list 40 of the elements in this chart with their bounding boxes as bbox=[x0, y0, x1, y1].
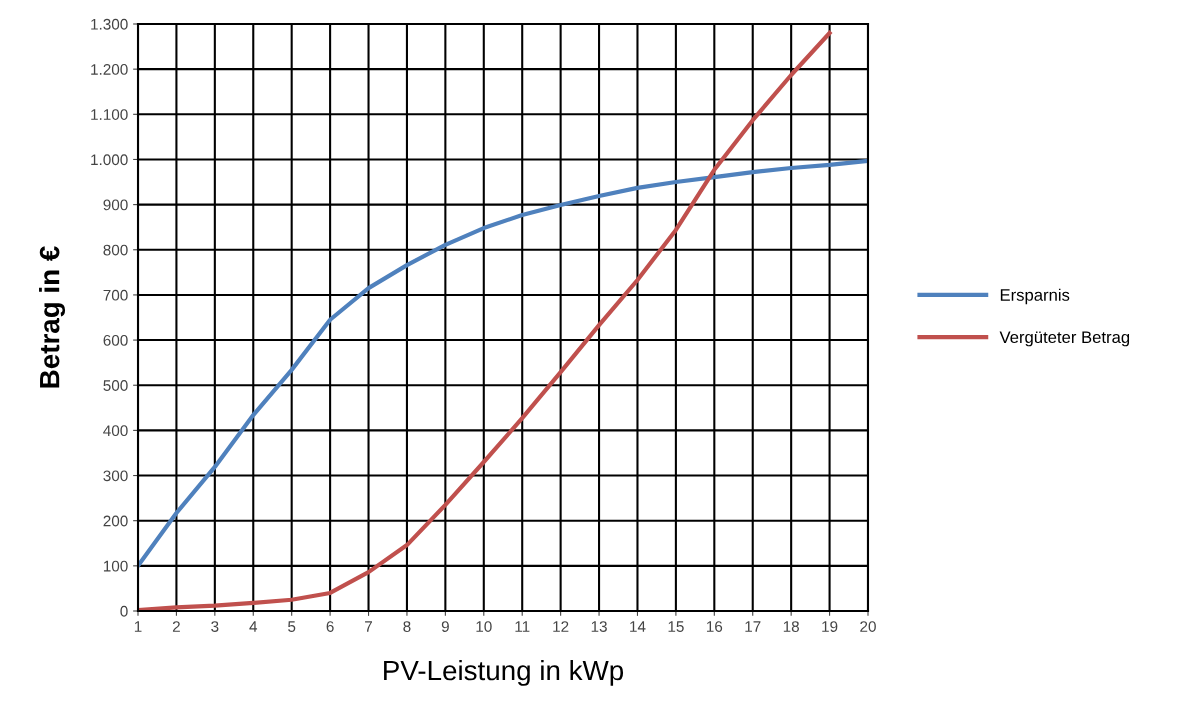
x-tick-label: 9 bbox=[441, 621, 449, 632]
x-tick-label: 19 bbox=[822, 621, 838, 632]
x-tick-label: 14 bbox=[630, 621, 646, 632]
y-tick-label: 300 bbox=[103, 470, 128, 482]
y-tick-label: 500 bbox=[103, 380, 128, 391]
x-tick-label: 1 bbox=[134, 621, 142, 632]
y-tick-label: 200 bbox=[103, 515, 128, 527]
x-tick-label: 15 bbox=[668, 621, 684, 632]
legend-label: Vergüteter Betrag bbox=[999, 331, 1130, 347]
x-tick-label: 12 bbox=[553, 621, 569, 632]
y-tick-label: 100 bbox=[103, 560, 128, 572]
line-series bbox=[138, 30, 832, 611]
x-tick-label: 18 bbox=[783, 621, 799, 632]
x-tick-label: 11 bbox=[515, 621, 530, 632]
x-tick-label: 3 bbox=[211, 621, 219, 632]
x-tick-label: 17 bbox=[745, 621, 761, 632]
y-tick-label: 800 bbox=[103, 244, 128, 256]
y-tick-label: 1.100 bbox=[91, 109, 128, 120]
x-tick-label: 10 bbox=[476, 621, 492, 632]
x-tick-label: 20 bbox=[860, 621, 876, 632]
y-axis-title: Betrag in € bbox=[39, 246, 66, 388]
x-tick-label: 2 bbox=[172, 621, 180, 632]
y-tick-label: 0 bbox=[120, 605, 128, 617]
line-series bbox=[138, 158, 868, 568]
x-tick-label: 7 bbox=[365, 621, 373, 632]
y-tick-label: 600 bbox=[103, 334, 128, 346]
legend-label: Ersparnis bbox=[1000, 288, 1070, 305]
y-tick-label: 900 bbox=[103, 199, 128, 211]
y-tick-label: 1.300 bbox=[91, 18, 128, 30]
y-tick-label: 400 bbox=[103, 425, 128, 437]
x-tick-label: 8 bbox=[403, 621, 411, 632]
x-axis-title: PV-Leistung in kWp bbox=[384, 659, 624, 686]
y-tick-label: 1.200 bbox=[91, 64, 128, 75]
x-tick-label: 13 bbox=[591, 621, 607, 632]
y-tick-label: 1.000 bbox=[91, 154, 128, 166]
x-tick-label: 6 bbox=[326, 621, 334, 632]
x-tick-label: 16 bbox=[706, 621, 723, 632]
x-tick-label: 5 bbox=[288, 621, 296, 632]
y-tick-label: 700 bbox=[103, 289, 128, 301]
x-tick-label: 4 bbox=[249, 621, 258, 632]
